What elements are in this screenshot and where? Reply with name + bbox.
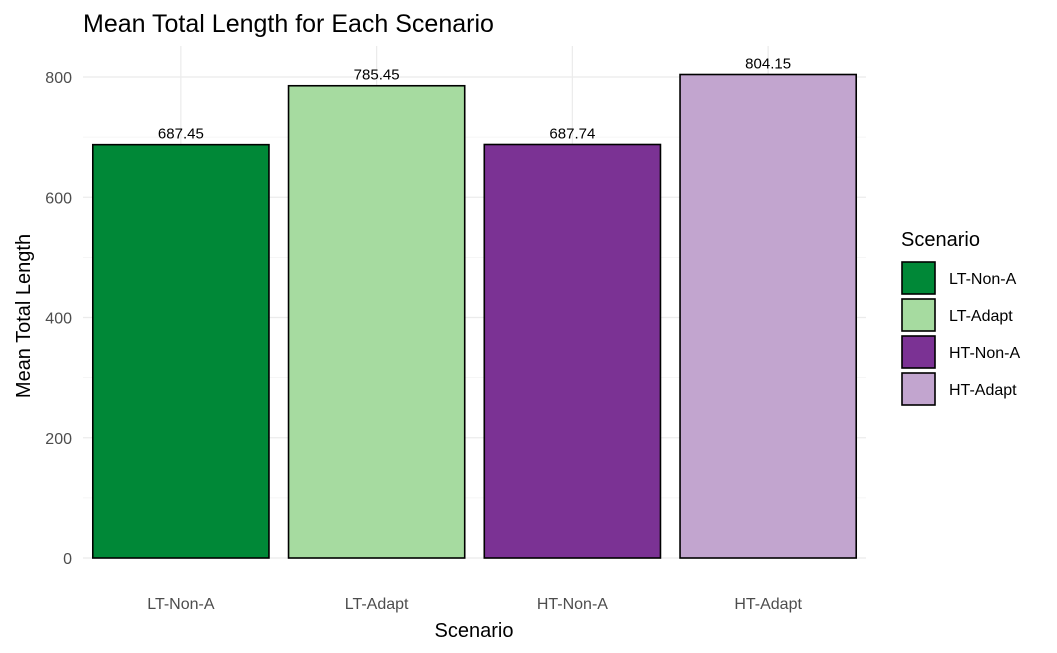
x-tick-label: LT-Adapt (345, 596, 409, 613)
x-tick-label: HT-Non-A (537, 596, 608, 613)
legend-label: LT-Adapt (949, 308, 1013, 325)
y-tick-label: 600 (45, 190, 72, 207)
x-axis-title: Scenario (435, 620, 514, 642)
x-tick-label: LT-Non-A (147, 596, 215, 613)
legend-label: HT-Non-A (949, 345, 1020, 362)
x-tick-label: HT-Adapt (734, 596, 802, 613)
data-label: 804.15 (745, 56, 791, 73)
bar-lt-non-a (91, 143, 270, 559)
y-axis: 0 200 400 600 800 (45, 70, 72, 568)
legend-swatch (901, 335, 936, 369)
y-axis-title: Mean Total Length (13, 234, 35, 398)
bar-ht-adapt (679, 73, 858, 559)
legend-swatch (901, 298, 936, 332)
data-label: 687.74 (549, 125, 595, 142)
chart-title: Mean Total Length for Each Scenario (83, 10, 494, 38)
data-label: 785.45 (354, 67, 400, 84)
y-tick-label: 800 (45, 70, 72, 87)
y-tick-label: 200 (45, 431, 72, 448)
bars (91, 73, 858, 559)
x-axis: LT-Non-A LT-Adapt HT-Non-A HT-Adapt (147, 596, 802, 613)
bar-ht-non-a (483, 143, 662, 559)
legend-label: HT-Adapt (949, 382, 1017, 399)
legend: Scenario LT-Non-A LT-Adapt HT-Non-A HT-Adap… (901, 229, 1020, 406)
legend-title: Scenario (901, 229, 980, 251)
y-tick-label: 400 (45, 311, 72, 328)
legend-swatch (901, 372, 936, 406)
legend-label: LT-Non-A (949, 271, 1017, 288)
legend-swatch (901, 261, 936, 295)
data-label: 687.45 (158, 126, 204, 143)
y-tick-label: 0 (63, 551, 72, 568)
bar-lt-adapt (287, 84, 466, 559)
data-labels: 687.45 785.45 687.74 804.15 (158, 56, 791, 143)
